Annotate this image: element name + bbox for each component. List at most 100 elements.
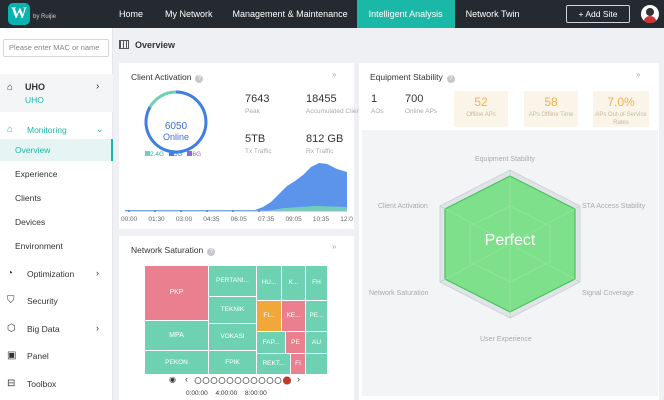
- menu-big-data-label: Big Data: [27, 324, 60, 334]
- nav-network-twin[interactable]: Network Twin: [465, 9, 520, 19]
- gauge-icon: ◔: [7, 268, 14, 279]
- radar-label: Network Saturation: [369, 290, 429, 297]
- time-tick: 01:30: [148, 216, 165, 223]
- online-count: 6050: [164, 121, 188, 132]
- aps-offline-time-box[interactable]: 58 APs Offline Time: [524, 91, 578, 127]
- chevron-down-icon: ⌄: [96, 124, 104, 134]
- monitor-icon: ⌂: [7, 124, 14, 135]
- nav-home[interactable]: Home: [119, 9, 144, 19]
- band-legend: 2.4G 5G 6G: [145, 151, 201, 158]
- logo-text: by Ruijie: [33, 14, 57, 20]
- nav-intelligent-analysis[interactable]: Intelligent Analysis: [356, 0, 455, 28]
- menu-big-data[interactable]: ⬡ Big Data ›: [0, 318, 113, 340]
- sidebar: Please enter MAC or name ⌂ UHO UHO › ⌂ M…: [0, 28, 113, 400]
- treemap-cell[interactable]: PKP: [145, 266, 208, 320]
- treemap-cell[interactable]: MPA: [145, 321, 208, 350]
- time-tick: 04:35: [203, 216, 220, 223]
- radar-label: STA Access Stability: [582, 203, 646, 210]
- treemap-cell[interactable]: VOKASI: [209, 324, 256, 350]
- time-axis: 00:00 01:30 03:00 04:35 06:05 07:35 09:05 10:35…: [121, 216, 353, 223]
- menu-toolbox-label: Toolbox: [27, 379, 57, 389]
- help-icon[interactable]: ?: [446, 75, 455, 83]
- submenu-devices-label: Devices: [15, 217, 46, 227]
- online-label: Online: [162, 132, 189, 142]
- stat-aos: 1 AOs: [371, 93, 384, 115]
- chevron-left-icon[interactable]: ‹: [185, 374, 188, 384]
- timeline-label: 8:00:00: [245, 390, 267, 397]
- expand-icon[interactable]: »: [332, 70, 337, 79]
- chevron-right-icon: ›: [96, 323, 99, 333]
- legend-2-4g: 2.4G: [150, 151, 165, 158]
- submenu-experience-label: Experience: [15, 169, 58, 179]
- submenu-clients[interactable]: Clients: [0, 187, 113, 209]
- menu-optimization-label: Optimization: [27, 269, 75, 279]
- site-sub: UHO: [25, 95, 44, 105]
- treemap-cell[interactable]: TEKNIK: [209, 297, 256, 323]
- submenu-overview[interactable]: Overview: [0, 139, 113, 161]
- offline-aps-box[interactable]: 52 Offline APs: [454, 91, 508, 127]
- site-selector[interactable]: ⌂ UHO UHO ›: [0, 74, 113, 112]
- search-input[interactable]: Please enter MAC or name: [3, 39, 109, 57]
- nav-my-network[interactable]: My Network: [165, 9, 213, 19]
- treemap-cell[interactable]: REKT...: [257, 354, 290, 374]
- submenu-environment[interactable]: Environment: [0, 235, 113, 257]
- treemap-cell[interactable]: KE...: [282, 301, 305, 331]
- grid-icon: [119, 40, 129, 49]
- aps-out-of-service-box[interactable]: 7.0% APs Out-of-Service Rates: [593, 91, 649, 127]
- treemap-cell[interactable]: AU: [306, 332, 327, 353]
- menu-toolbox[interactable]: ⊟ Toolbox: [0, 373, 113, 395]
- help-icon[interactable]: ?: [195, 75, 204, 83]
- network-saturation-card: Network Saturation? » PKP MPA PEKON PERT…: [119, 236, 354, 400]
- big-data-icon: ⬡: [7, 323, 16, 334]
- add-site-button[interactable]: + Add Site: [566, 5, 630, 23]
- menu-security[interactable]: ⛉ Security: [0, 290, 113, 312]
- nav-management-maintenance[interactable]: Management & Maintenance: [232, 9, 348, 19]
- submenu-overview-label: Overview: [15, 145, 51, 155]
- treemap-cell[interactable]: FI: [291, 354, 305, 374]
- menu-panel[interactable]: ▣ Panel: [0, 345, 113, 367]
- menu-optimization[interactable]: ◔ Optimization ›: [0, 263, 113, 285]
- stat-accumulated: 18455 Accumulated Clients: [306, 93, 366, 115]
- stability-radar: Perfect Equipment Stability STA Access S…: [362, 130, 658, 396]
- treemap-cell[interactable]: FH: [306, 266, 327, 300]
- treemap-cell[interactable]: PE: [286, 332, 305, 353]
- client-activation-title: Client Activation?: [131, 72, 204, 83]
- treemap-cell[interactable]: PERTANI...: [209, 266, 256, 296]
- timeline-slider[interactable]: [193, 376, 297, 385]
- treemap-cell[interactable]: FPIK: [209, 351, 256, 374]
- radar-chart: [439, 169, 581, 319]
- treemap-cell[interactable]: K...: [282, 266, 305, 300]
- toolbox-icon: ⊟: [7, 378, 16, 389]
- saturation-treemap: PKP MPA PEKON PERTANI... TEKNIK VOKASI F…: [145, 266, 327, 374]
- treemap-cell[interactable]: PEKON: [145, 351, 208, 374]
- submenu-clients-label: Clients: [15, 193, 41, 203]
- page-title-text: Overview: [135, 40, 176, 50]
- legend-6g: 6G: [192, 151, 202, 158]
- submenu-experience[interactable]: Experience: [0, 163, 113, 185]
- legend-5g: 5G: [173, 151, 183, 158]
- timeline-label: 4:00:00: [215, 390, 238, 397]
- panel-icon: ▣: [7, 350, 17, 361]
- expand-icon[interactable]: »: [332, 242, 337, 251]
- avatar[interactable]: [641, 5, 659, 23]
- logo-mark: W: [8, 3, 30, 25]
- treemap-cell[interactable]: [306, 354, 327, 374]
- submenu-devices[interactable]: Devices: [0, 211, 113, 233]
- treemap-cell[interactable]: FI...: [257, 301, 281, 331]
- submenu-environment-label: Environment: [15, 241, 63, 251]
- help-icon[interactable]: ?: [207, 248, 216, 256]
- radar-label: Signal Coverage: [582, 290, 634, 297]
- expand-icon[interactable]: »: [636, 70, 641, 79]
- treemap-cell[interactable]: FAP...: [257, 332, 285, 353]
- shield-icon: ⛉: [7, 295, 15, 306]
- time-tick: 03:00: [175, 216, 193, 223]
- top-navigation-bar: W by Ruijie Home My Network Management &…: [0, 0, 664, 28]
- play-icon[interactable]: ◉: [169, 375, 176, 384]
- menu-monitoring[interactable]: ⌂ Monitoring ⌄: [0, 119, 113, 141]
- treemap-cell[interactable]: PE...: [306, 301, 327, 331]
- time-tick: 09:05: [285, 216, 302, 223]
- chevron-right-icon[interactable]: ›: [297, 374, 300, 384]
- treemap-cell[interactable]: HU...: [257, 266, 281, 300]
- menu-security-label: Security: [27, 296, 58, 306]
- ruijie-logo[interactable]: W by Ruijie: [8, 2, 56, 26]
